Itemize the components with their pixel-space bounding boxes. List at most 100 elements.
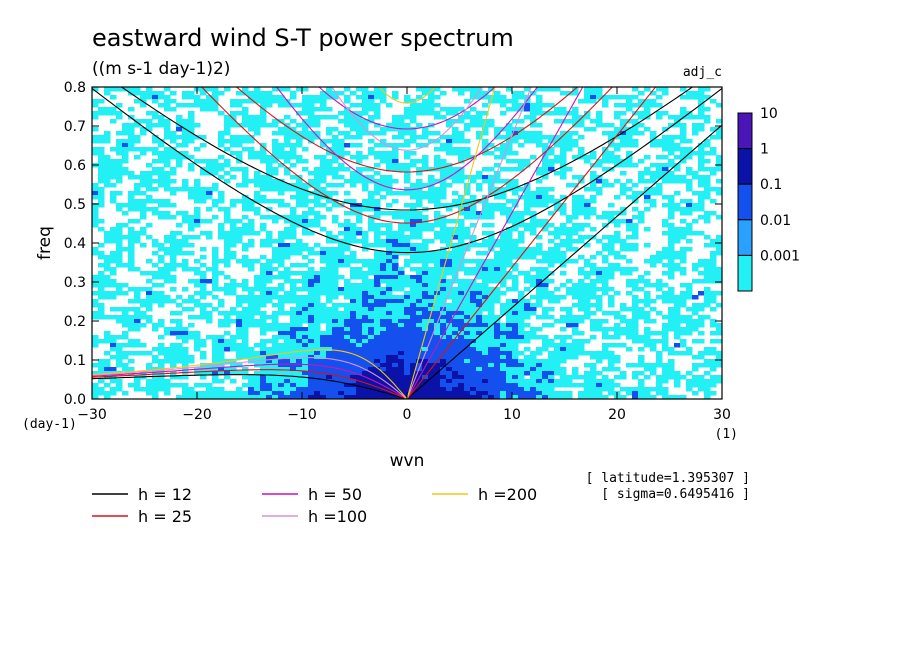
- heatmap-cell: [500, 387, 507, 392]
- heatmap-cell: [128, 195, 135, 200]
- heatmap-cell: [704, 87, 711, 92]
- heatmap-cell: [410, 259, 417, 264]
- heatmap-cell: [626, 271, 633, 276]
- heatmap-cell: [560, 391, 567, 396]
- heatmap-cell: [464, 291, 471, 296]
- heatmap-cell: [248, 199, 255, 204]
- heatmap-cell: [152, 391, 159, 396]
- heatmap-cell: [644, 207, 651, 212]
- heatmap-cell: [536, 283, 543, 288]
- heatmap-cell: [704, 391, 711, 396]
- heatmap-cell: [152, 375, 159, 380]
- heatmap-cell: [632, 299, 639, 304]
- heatmap-cell: [398, 135, 405, 140]
- heatmap-cell: [242, 171, 249, 176]
- heatmap-cell: [386, 279, 393, 284]
- heatmap-cell: [326, 315, 333, 320]
- heatmap-cell: [320, 379, 327, 384]
- heatmap-cell: [404, 375, 411, 380]
- heatmap-cell: [464, 343, 471, 348]
- heatmap-cell: [398, 387, 405, 392]
- heatmap-cell: [344, 283, 351, 288]
- heatmap-cell: [422, 243, 429, 248]
- heatmap-cell: [464, 87, 471, 92]
- heatmap-cell: [626, 363, 633, 368]
- heatmap-cell: [470, 371, 477, 376]
- heatmap-cell: [590, 119, 597, 124]
- heatmap-cell: [446, 183, 453, 188]
- heatmap-cell: [680, 295, 687, 300]
- heatmap-cell: [704, 235, 711, 240]
- heatmap-cell: [254, 383, 261, 388]
- heatmap-cell: [632, 163, 639, 168]
- heatmap-cell: [644, 271, 651, 276]
- heatmap-cell: [644, 283, 651, 288]
- heatmap-cell: [506, 131, 513, 136]
- heatmap-cell: [632, 339, 639, 344]
- heatmap-cell: [488, 367, 495, 372]
- heatmap-cell: [716, 375, 722, 380]
- heatmap-cell: [272, 379, 279, 384]
- heatmap-cell: [272, 171, 279, 176]
- heatmap-cell: [512, 375, 519, 380]
- heatmap-cell: [218, 391, 225, 396]
- heatmap-cell: [350, 327, 357, 332]
- heatmap-cell: [662, 291, 669, 296]
- heatmap-cell: [92, 151, 99, 156]
- heatmap-cell: [476, 347, 483, 352]
- heatmap-cell: [398, 295, 405, 300]
- heatmap-cell: [260, 175, 267, 180]
- heatmap-cell: [224, 331, 231, 336]
- heatmap-cell: [368, 259, 375, 264]
- heatmap-cell: [338, 163, 345, 168]
- heatmap-cell: [146, 351, 153, 356]
- heatmap-cell: [512, 95, 519, 100]
- heatmap-cell: [494, 323, 501, 328]
- heatmap-cell: [308, 367, 315, 372]
- heatmap-cell: [212, 159, 219, 164]
- heatmap-cell: [188, 223, 195, 228]
- heatmap-cell: [476, 379, 483, 384]
- heatmap-cell: [698, 191, 705, 196]
- heatmap-cell: [596, 163, 603, 168]
- heatmap-cell: [356, 239, 363, 244]
- heatmap-cell: [128, 255, 135, 260]
- heatmap-cell: [560, 139, 567, 144]
- heatmap-cell: [116, 147, 123, 152]
- heatmap-cell: [134, 191, 141, 196]
- heatmap-cell: [584, 371, 591, 376]
- heatmap-cell: [410, 163, 417, 168]
- heatmap-cell: [272, 387, 279, 392]
- heatmap-cell: [386, 339, 393, 344]
- heatmap-cell: [278, 179, 285, 184]
- heatmap-cell: [626, 227, 633, 232]
- heatmap-cell: [494, 335, 501, 340]
- heatmap-cell: [170, 187, 177, 192]
- heatmap-cell: [110, 199, 117, 204]
- heatmap-cell: [614, 155, 621, 160]
- heatmap-cell: [410, 191, 417, 196]
- heatmap-cell: [134, 183, 141, 188]
- heatmap-cell: [704, 363, 711, 368]
- heatmap-cell: [230, 223, 237, 228]
- heatmap-cell: [242, 371, 249, 376]
- heatmap-cell: [386, 307, 393, 312]
- heatmap-cell: [476, 331, 483, 336]
- heatmap-cell: [278, 251, 285, 256]
- heatmap-cell: [548, 111, 555, 116]
- heatmap-cell: [404, 355, 411, 360]
- heatmap-cell: [656, 287, 663, 292]
- heatmap-cell: [338, 379, 345, 384]
- heatmap-cell: [518, 103, 525, 108]
- heatmap-cell: [386, 331, 393, 336]
- heatmap-cell: [536, 139, 543, 144]
- heatmap-cell: [614, 311, 621, 316]
- heatmap-cell: [584, 263, 591, 268]
- heatmap-cell: [584, 211, 591, 216]
- heatmap-cell: [176, 143, 183, 148]
- heatmap-cell: [386, 347, 393, 352]
- heatmap-cell: [326, 323, 333, 328]
- heatmap-cell: [284, 159, 291, 164]
- heatmap-cell: [446, 307, 453, 312]
- heatmap-cell: [632, 387, 639, 392]
